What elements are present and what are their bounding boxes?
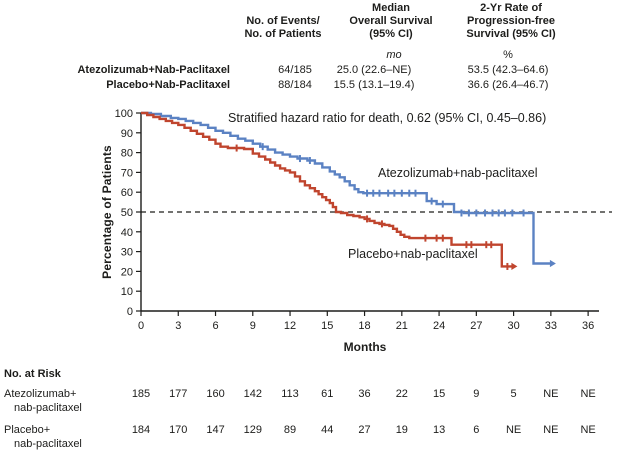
x-tick-label: 30 (507, 320, 519, 332)
x-axis-title: Months (343, 340, 387, 354)
x-tick-label: 36 (582, 320, 594, 332)
at-risk-value-placebo-m15: 44 (321, 424, 334, 436)
col-os-header-line3: (95% CI) (369, 28, 413, 40)
at-risk-value-atezolizumab-m21: 22 (395, 388, 408, 400)
risk-table-title: No. at Risk (4, 368, 61, 380)
y-tick-label: 20 (121, 266, 133, 278)
col-pfs-header-line1: 2-Yr Rate of (480, 2, 542, 14)
km-curve-atezolizumab (141, 111, 551, 265)
risk-row-atezolizumab-label-line1: Atezolizumab+ (4, 388, 77, 400)
at-risk-value-atezolizumab-m6: 160 (206, 388, 225, 400)
hazard-ratio-annotation: Stratified hazard ratio for death, 0.62 … (228, 111, 547, 125)
x-tick-label: 15 (321, 320, 333, 332)
col-events-header-line2: No. of Patients (244, 28, 322, 40)
at-risk-value-atezolizumab-m27: 9 (473, 388, 480, 400)
x-tick-label: 33 (545, 320, 557, 332)
col-pfs-unit: % (503, 49, 513, 61)
y-tick-label: 0 (127, 306, 133, 318)
end-arrow-atezolizumab (549, 259, 556, 268)
at-risk-value-placebo-m27: 6 (473, 424, 480, 436)
atezolizumab-events-value: 64/185 (278, 64, 312, 76)
y-tick-label: 70 (121, 167, 133, 179)
risk-row-atezolizumab-label-line2: nab-paclitaxel (14, 402, 82, 414)
y-tick-label: 90 (121, 128, 133, 140)
x-tick-label: 0 (138, 320, 144, 332)
atezolizumab-median-os-value: 25.0 (22.6–NE) (336, 64, 412, 76)
at-risk-value-atezolizumab-m0: 185 (131, 388, 151, 400)
curve-label-placebo: Placebo+nab-paclitaxel (348, 247, 478, 261)
col-events-header-line1: No. of Events/ (246, 15, 320, 27)
header-row-atezolizumab-label: Atezolizumab+Nab-Paclitaxel (77, 64, 230, 76)
col-os-unit: mo (386, 49, 402, 61)
x-tick-label: 6 (212, 320, 218, 332)
at-risk-value-placebo-m12: 89 (283, 424, 297, 436)
y-tick-label: 80 (121, 148, 133, 160)
x-tick-label: 9 (250, 320, 256, 332)
x-tick-label: 24 (433, 320, 445, 332)
at-risk-value-atezolizumab-m24: 15 (432, 388, 446, 400)
x-tick-label: 21 (396, 320, 408, 332)
x-tick-label: 18 (358, 320, 370, 332)
col-os-header-line1: Median (372, 2, 410, 14)
col-pfs-header-line3: Survival (95% CI) (466, 28, 556, 40)
y-tick-label: 50 (121, 207, 133, 219)
at-risk-value-atezolizumab-m9: 142 (243, 388, 262, 400)
col-os-header-line2: Overall Survival (349, 15, 433, 27)
x-tick-label: 12 (284, 320, 296, 332)
x-tick-label: 3 (175, 320, 181, 332)
at-risk-value-atezolizumab-m18: 36 (358, 388, 371, 400)
y-tick-label: 60 (121, 187, 133, 199)
y-tick-label: 30 (121, 247, 133, 259)
at-risk-value-atezolizumab-m12: 113 (281, 388, 299, 400)
end-arrow-placebo (511, 262, 518, 270)
at-risk-value-atezolizumab-m15: 61 (321, 388, 334, 400)
at-risk-value-placebo-m33: NE (543, 424, 559, 436)
col-pfs-header-line2: Progression-free (466, 15, 556, 27)
at-risk-value-atezolizumab-m30: 5 (510, 388, 517, 400)
at-risk-value-placebo-m36: NE (580, 424, 596, 436)
header-row-placebo-label: Placebo+Nab-Paclitaxel (106, 79, 230, 91)
at-risk-value-placebo-m24: 13 (432, 424, 446, 436)
atezolizumab-pfs-2yr-value: 53.5 (42.3–64.6) (467, 64, 549, 76)
x-tick-label: 27 (470, 320, 482, 332)
at-risk-value-atezolizumab-m36: NE (580, 388, 596, 400)
y-axis-title: Percentage of Patients (100, 145, 114, 279)
at-risk-value-placebo-m30: NE (505, 424, 522, 436)
y-tick-label: 100 (115, 108, 133, 120)
placebo-median-os-value: 15.5 (13.1–19.4) (333, 79, 415, 91)
at-risk-value-atezolizumab-m33: NE (543, 388, 559, 400)
y-tick-label: 40 (121, 227, 133, 239)
y-tick-label: 10 (121, 286, 133, 298)
at-risk-value-placebo-m9: 129 (243, 424, 262, 436)
km-curve-placebo (141, 111, 513, 268)
at-risk-value-placebo-m6: 147 (206, 424, 225, 436)
at-risk-value-placebo-m3: 170 (169, 424, 188, 436)
at-risk-value-placebo-m18: 27 (358, 424, 371, 436)
risk-row-placebo-label-line2: nab-paclitaxel (14, 438, 82, 450)
placebo-events-value: 88/184 (278, 79, 312, 91)
risk-row-placebo-label-line1: Placebo+ (4, 424, 51, 436)
placebo-pfs-2yr-value: 36.6 (26.4–46.7) (467, 79, 549, 91)
at-risk-value-placebo-m21: 19 (395, 424, 408, 436)
curve-label-atezolizumab: Atezolizumab+nab-paclitaxel (378, 166, 538, 180)
at-risk-value-atezolizumab-m3: 177 (169, 388, 188, 400)
at-risk-value-placebo-m0: 184 (131, 424, 151, 436)
